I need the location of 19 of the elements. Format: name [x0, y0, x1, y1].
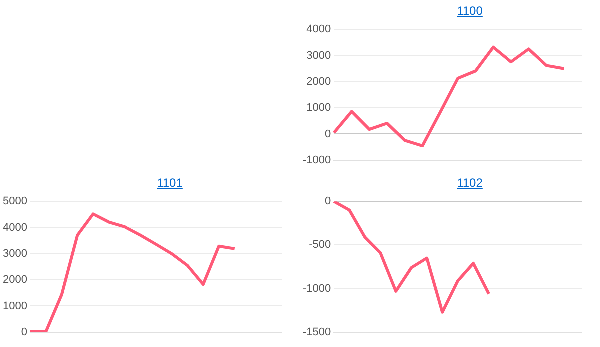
chart-title: 1101 — [156, 175, 184, 192]
y-tick-label: -1000 — [302, 154, 332, 166]
y-tick-label: 1000 — [306, 102, 332, 114]
y-tick-label: 5000 — [2, 196, 28, 208]
y-tick-label: 0 — [325, 128, 332, 140]
y-tick-label: 2000 — [306, 76, 332, 88]
y-tick-label: 2000 — [2, 274, 28, 286]
y-tick-label: 1000 — [2, 300, 28, 312]
y-tick-label: -500 — [309, 239, 332, 252]
y-tick-label: 0 — [325, 196, 332, 208]
y-tick-label: 0 — [21, 326, 28, 338]
y-tick-label: -1500 — [302, 326, 332, 338]
y-tick-label: 3000 — [2, 248, 28, 260]
chart-title: 1102 — [456, 175, 484, 192]
y-tick-label: 4000 — [2, 222, 28, 234]
y-tick-label: 3000 — [306, 50, 332, 62]
y-tick-label: 4000 — [306, 24, 332, 36]
y-tick-label: -1000 — [302, 282, 332, 295]
chart-title: 1100 — [456, 3, 484, 20]
